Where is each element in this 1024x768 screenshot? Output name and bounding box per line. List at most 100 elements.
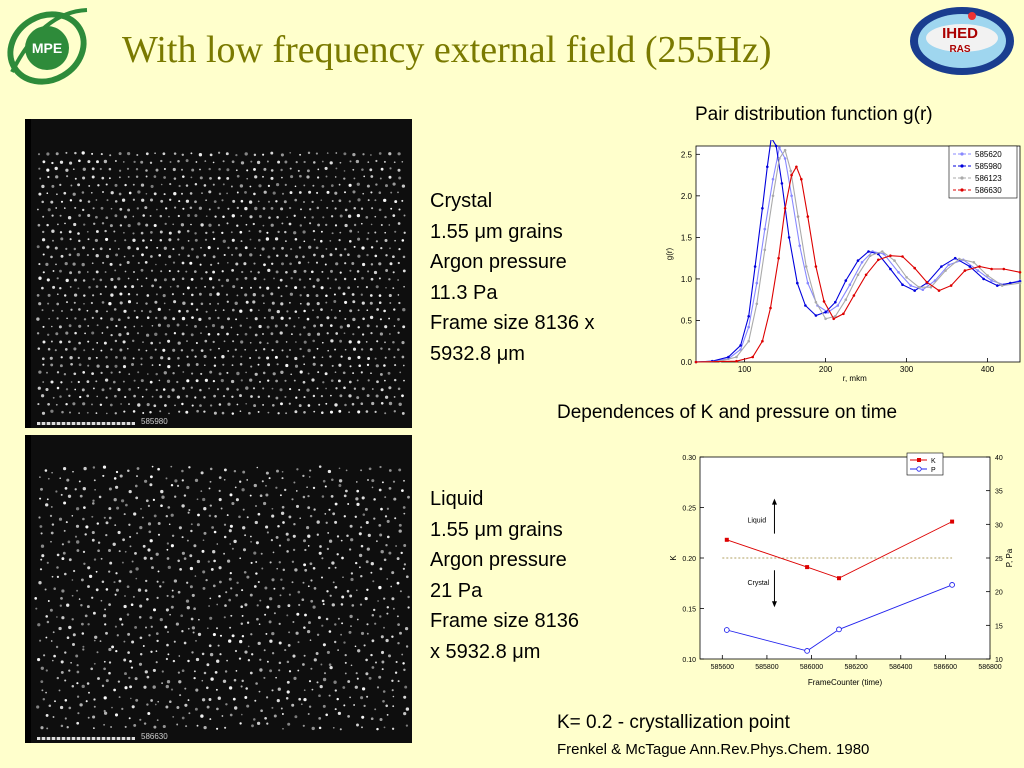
particle [365, 658, 368, 662]
particle [128, 717, 131, 720]
particle [267, 395, 271, 398]
particle [101, 684, 105, 688]
particle [195, 308, 199, 311]
particle [90, 667, 94, 671]
particle [92, 207, 95, 210]
particle [303, 411, 306, 414]
particle [81, 151, 85, 155]
particle [375, 394, 379, 398]
particle [325, 301, 328, 304]
particle [140, 160, 144, 164]
particle [64, 261, 68, 266]
particle [191, 168, 195, 172]
particle [200, 349, 204, 352]
particle [135, 175, 139, 178]
particle [39, 639, 42, 642]
particle [83, 349, 86, 352]
particle [280, 168, 283, 172]
particle [126, 585, 130, 589]
particle [143, 556, 147, 560]
particle [213, 200, 217, 203]
particle [119, 348, 123, 352]
particle [64, 717, 67, 720]
particle [48, 704, 52, 708]
particle [378, 488, 382, 492]
particle [137, 403, 141, 407]
particle [316, 191, 319, 194]
particle [295, 504, 300, 508]
particle [289, 167, 292, 170]
particle [280, 707, 283, 710]
particle [141, 516, 144, 519]
particle [288, 593, 291, 596]
particle [196, 523, 200, 527]
particle [401, 199, 404, 202]
particle [388, 152, 392, 156]
particle [352, 168, 355, 171]
particle [205, 271, 208, 274]
particle [275, 676, 277, 679]
particle [307, 534, 311, 538]
particle [199, 404, 202, 407]
particle [259, 599, 262, 602]
particle [59, 477, 62, 480]
particle [42, 325, 45, 328]
particle [39, 525, 43, 528]
particle [257, 271, 260, 274]
particle [60, 493, 63, 496]
particle [110, 726, 113, 728]
particle [36, 245, 40, 249]
particle [271, 578, 275, 582]
particle [319, 684, 323, 689]
particle [165, 657, 169, 661]
data-point-586630 [877, 258, 880, 262]
particle [366, 547, 370, 551]
particle [169, 613, 171, 616]
particle [334, 585, 338, 589]
particle [164, 625, 168, 629]
particle [95, 254, 99, 258]
particle [392, 182, 396, 186]
particle [173, 177, 177, 180]
particle [96, 651, 99, 654]
particle [72, 192, 76, 196]
particle [285, 324, 288, 327]
x-tick-label: 586000 [800, 664, 823, 671]
particle [61, 557, 65, 561]
particle [46, 223, 49, 227]
data-point-586630 [694, 360, 698, 364]
particle [75, 654, 79, 658]
particle [77, 712, 80, 715]
particle [187, 240, 190, 242]
particle [240, 240, 243, 243]
particle [266, 231, 269, 234]
particle [60, 670, 64, 674]
particle [294, 310, 298, 313]
particle [178, 309, 181, 313]
legend-label-586630: 586630 [975, 186, 1002, 195]
particle [273, 587, 276, 590]
particle [36, 332, 40, 335]
particle [177, 356, 180, 360]
particle [244, 152, 248, 156]
particle [56, 386, 60, 390]
particle [388, 293, 392, 298]
particle [226, 168, 230, 172]
particle [334, 708, 337, 711]
particle [343, 152, 347, 156]
particle [214, 356, 217, 359]
particle [181, 402, 184, 406]
particle [375, 240, 379, 243]
particle [334, 689, 337, 692]
data-point-585620 [848, 283, 852, 286]
particle [190, 333, 194, 337]
particle [239, 722, 242, 725]
particle [76, 589, 79, 592]
particle [328, 508, 331, 511]
particle [124, 183, 127, 187]
particle [131, 640, 135, 644]
particle [263, 316, 266, 319]
particle [228, 639, 232, 643]
particle [109, 177, 111, 180]
data-point-585980 [753, 265, 757, 268]
